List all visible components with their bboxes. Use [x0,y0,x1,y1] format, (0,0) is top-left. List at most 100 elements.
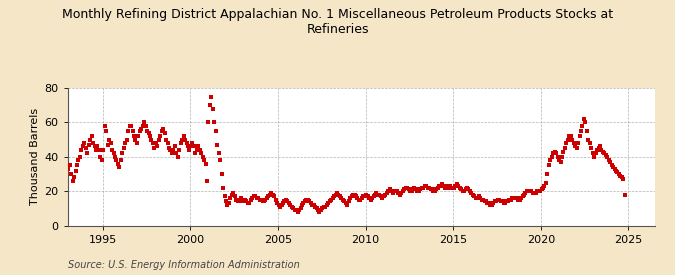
Point [620,192,630,197]
Point [206,94,217,99]
Point [171,151,182,156]
Point [352,196,363,200]
Point [495,199,506,204]
Point [370,192,381,197]
Point [345,196,356,200]
Point [433,185,443,190]
Point [446,185,456,190]
Point [522,189,533,193]
Point [234,197,244,202]
Point [295,206,306,211]
Point [194,148,205,152]
Point [263,194,274,199]
Point [184,148,195,152]
Point [548,151,559,156]
Point [133,134,144,138]
Point [529,191,539,195]
Point [396,191,407,195]
Point [568,141,579,145]
Point [418,185,429,190]
Point [516,196,526,200]
Point [248,194,259,199]
Point [500,201,510,205]
Point [181,141,192,145]
Point [146,138,157,142]
Point [562,138,573,142]
Point [416,185,427,190]
Point [72,163,82,167]
Point [570,144,580,148]
Point [313,208,323,212]
Point [296,203,307,207]
Point [574,134,585,138]
Point [123,129,134,133]
Point [523,189,534,193]
Point [443,184,454,188]
Point [82,151,92,156]
Point [616,175,627,180]
Point [158,127,169,131]
Point [321,203,332,207]
Point [165,148,176,152]
Point [497,199,508,204]
Point [333,192,344,197]
Point [365,197,376,202]
Point [393,191,404,195]
Point [558,149,569,154]
Point [73,158,84,162]
Point [187,141,198,145]
Point [78,144,88,148]
Point [311,206,322,211]
Point [288,206,298,211]
Point [92,144,103,148]
Point [320,204,331,209]
Point [118,146,129,150]
Point [425,187,436,192]
Point [609,167,620,171]
Text: Monthly Refining District Appalachian No. 1 Miscellaneous Petroleum Products Sto: Monthly Refining District Appalachian No… [62,8,613,36]
Point [317,206,328,211]
Point [434,184,445,188]
Point [178,134,189,138]
Point [119,141,130,145]
Point [250,194,261,199]
Point [193,144,204,148]
Point [211,129,221,133]
Point [410,187,421,192]
Point [168,148,179,152]
Point [230,194,240,199]
Point [265,192,275,197]
Point [136,127,146,131]
Point [302,197,313,202]
Point [215,158,225,162]
Point [225,196,236,200]
Point [557,155,568,159]
Point [491,199,502,204]
Point [510,196,520,200]
Point [511,196,522,200]
Point [608,165,618,169]
Point [331,191,342,195]
Point [223,201,234,205]
Point [428,189,439,193]
Point [532,189,543,193]
Point [595,144,605,148]
Point [508,196,519,200]
Point [217,185,228,190]
Point [482,201,493,205]
Point [531,191,541,195]
Point [203,120,214,125]
Point [74,155,85,159]
Point [186,144,196,148]
Point [226,192,237,197]
Point [251,196,262,200]
Point [205,103,215,107]
Point [140,124,151,128]
Point [470,196,481,200]
Point [489,199,500,204]
Point [469,194,480,199]
Point [483,201,494,205]
Point [319,204,329,209]
Point [282,199,293,204]
Point [176,141,186,145]
